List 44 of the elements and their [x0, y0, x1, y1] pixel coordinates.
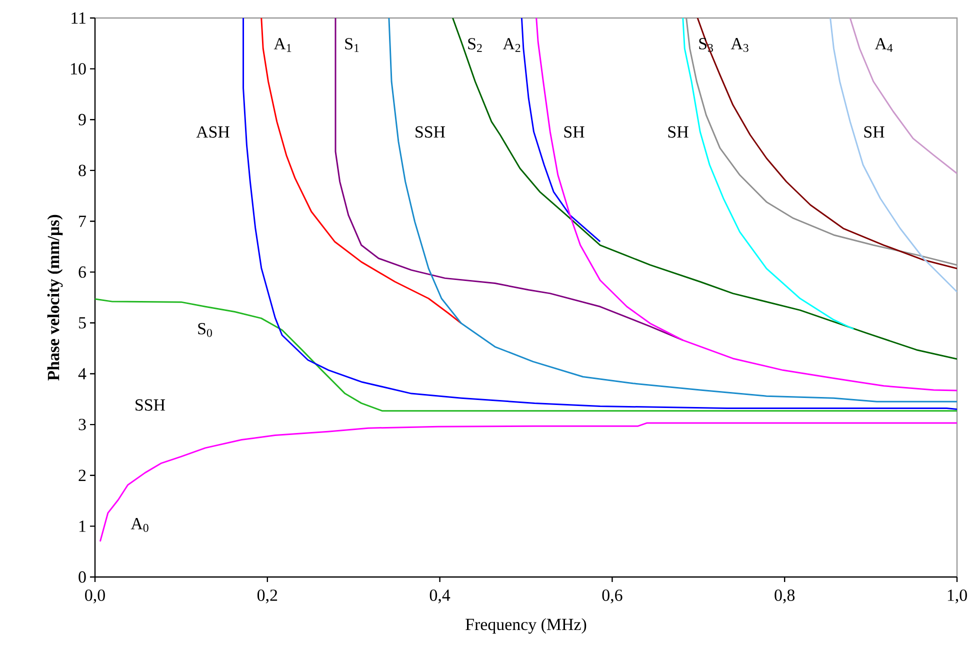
line-series — [520, 18, 601, 242]
x-tick-label: 0,2 — [257, 590, 278, 604]
x-tick-label: 0,8 — [774, 590, 795, 604]
x-axis-title: Frequency (MHz) — [466, 618, 586, 634]
line-series — [260, 18, 462, 324]
line-series — [830, 18, 958, 293]
annotation: SH — [564, 126, 584, 138]
x-tick-label: 1,0 — [948, 590, 967, 604]
x-tick-label: 0,0 — [85, 590, 105, 604]
annotation: A$_{0}$ — [130, 518, 148, 532]
annotation: SH — [668, 126, 688, 138]
line-series — [242, 18, 958, 410]
y-tick-label: 8 — [78, 164, 86, 176]
y-tick-label: 6 — [78, 266, 86, 278]
annotation: A$_{2}$ — [502, 38, 520, 52]
annotation: S$_{2}$ — [468, 38, 482, 52]
y-tick-label: 0 — [78, 571, 86, 583]
y-tick-label: 10 — [71, 63, 86, 75]
y-tick-label: 9 — [78, 114, 86, 126]
line-series — [95, 298, 958, 412]
y-tick-label: 4 — [78, 368, 86, 380]
annotation: S$_{1}$ — [345, 38, 359, 52]
annotation: A$_{3}$ — [730, 38, 748, 52]
line-series — [849, 18, 958, 174]
line-series — [388, 18, 958, 402]
annotation: SSH — [136, 399, 166, 411]
line-series — [452, 18, 958, 360]
y-tick-label: 11 — [72, 12, 86, 24]
annotation: A$_{1}$ — [274, 38, 292, 52]
x-tick-label: 0,4 — [430, 590, 450, 604]
x-tick-label: 0,6 — [602, 590, 622, 604]
y-tick-label: 7 — [79, 216, 86, 227]
y-tick-label: 5 — [79, 317, 86, 329]
line-series — [536, 18, 958, 392]
line-series — [99, 422, 958, 542]
y-tick-label: 1 — [80, 520, 86, 532]
y-tick-label: 3 — [78, 418, 86, 430]
y-tick-label: 2 — [78, 470, 86, 481]
annotation: SH — [864, 126, 884, 138]
annotation: A$_{4}$ — [874, 38, 893, 52]
annotation: S$_{0}$ — [198, 323, 212, 337]
annotation: SSH — [416, 126, 446, 138]
annotation: ASH — [196, 126, 230, 138]
y-axis-title: Phase velocity (mm/μs) — [47, 214, 63, 381]
